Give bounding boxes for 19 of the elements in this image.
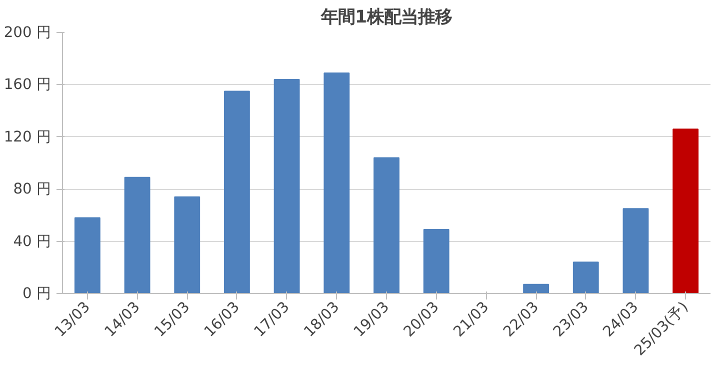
y-tick-label: 200 円 (4, 24, 52, 41)
bar (274, 78, 300, 294)
bar (423, 229, 450, 294)
bar (324, 72, 350, 294)
y-tick-label: 120 円 (4, 128, 52, 146)
bar (174, 196, 200, 294)
bar (622, 208, 649, 294)
y-tick-label: 80 円 (13, 180, 52, 198)
y-tick-label: 0 円 (22, 285, 52, 302)
bar (374, 157, 400, 294)
bar (572, 262, 599, 294)
y-tick-label: 160 円 (4, 76, 52, 94)
y-tick-label: 40 円 (13, 232, 52, 250)
bar (74, 217, 100, 294)
bar (672, 128, 699, 294)
chart-title: 年間1株配当推移 (320, 8, 452, 28)
bar (224, 90, 250, 294)
bar (124, 176, 150, 294)
bar (523, 284, 549, 294)
